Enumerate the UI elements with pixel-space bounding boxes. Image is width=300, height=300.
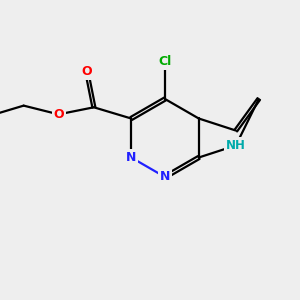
Text: Cl: Cl (158, 55, 172, 68)
Text: O: O (82, 65, 92, 79)
Text: NH: NH (226, 139, 246, 152)
Text: N: N (160, 170, 170, 184)
Text: O: O (53, 108, 64, 121)
Text: N: N (126, 151, 136, 164)
